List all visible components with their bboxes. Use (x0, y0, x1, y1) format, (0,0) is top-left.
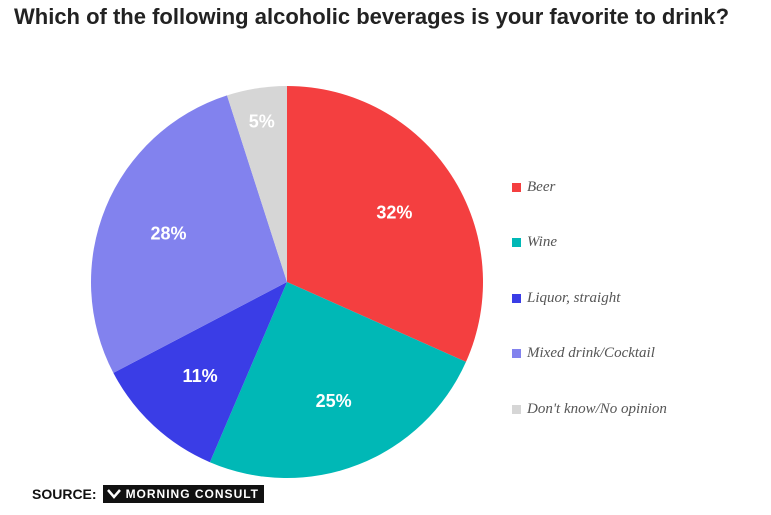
morning-consult-logo-text: MORNING CONSULT (125, 487, 259, 501)
source-label: SOURCE: (32, 486, 97, 502)
legend-label-dont-know: Don't know/No opinion (527, 400, 667, 417)
legend-item-beer: Beer (512, 176, 667, 198)
pie-label-wine: 25% (316, 391, 352, 411)
pie-slice-dont-know (227, 86, 287, 282)
legend-item-liquor: Liquor, straight (512, 287, 667, 309)
legend-swatch-dont-know (512, 404, 521, 414)
pie-slice-liquor (113, 282, 288, 463)
legend-item-wine: Wine (512, 232, 667, 254)
legend-label-mixed-drink: Mixed drink/Cocktail (527, 345, 655, 361)
legend-label-liquor: Liquor, straight (527, 289, 621, 306)
pie-label-liquor: 11% (183, 366, 218, 386)
legend-item-mixed-drink: Mixed drink/Cocktail (512, 343, 667, 365)
legend: Beer Wine Liquor, straight Mixed drink/C… (512, 176, 667, 454)
pie-slice-mixed-drink (91, 95, 288, 373)
legend-swatch-liquor (512, 293, 521, 303)
morning-consult-logo-icon (106, 489, 121, 499)
legend-swatch-beer (512, 182, 521, 192)
pie-label-dont-know: 5% (249, 111, 275, 131)
legend-swatch-mixed-drink (512, 349, 521, 358)
legend-label-wine: Wine (527, 234, 557, 250)
source-line: SOURCE: MORNING CONSULT (32, 485, 264, 503)
legend-label-beer: Beer (527, 178, 556, 195)
pie-slice-beer (287, 86, 484, 362)
chart-title: Which of the following alcoholic beverag… (14, 4, 730, 29)
pie-label-beer: 32% (376, 202, 412, 222)
legend-item-dont-know: Don't know/No opinion (512, 398, 667, 420)
pie-label-mixed-drink: 28% (151, 223, 187, 243)
legend-swatch-wine (512, 238, 521, 247)
morning-consult-logo: MORNING CONSULT (102, 485, 264, 503)
pie-slice-wine (209, 282, 466, 478)
